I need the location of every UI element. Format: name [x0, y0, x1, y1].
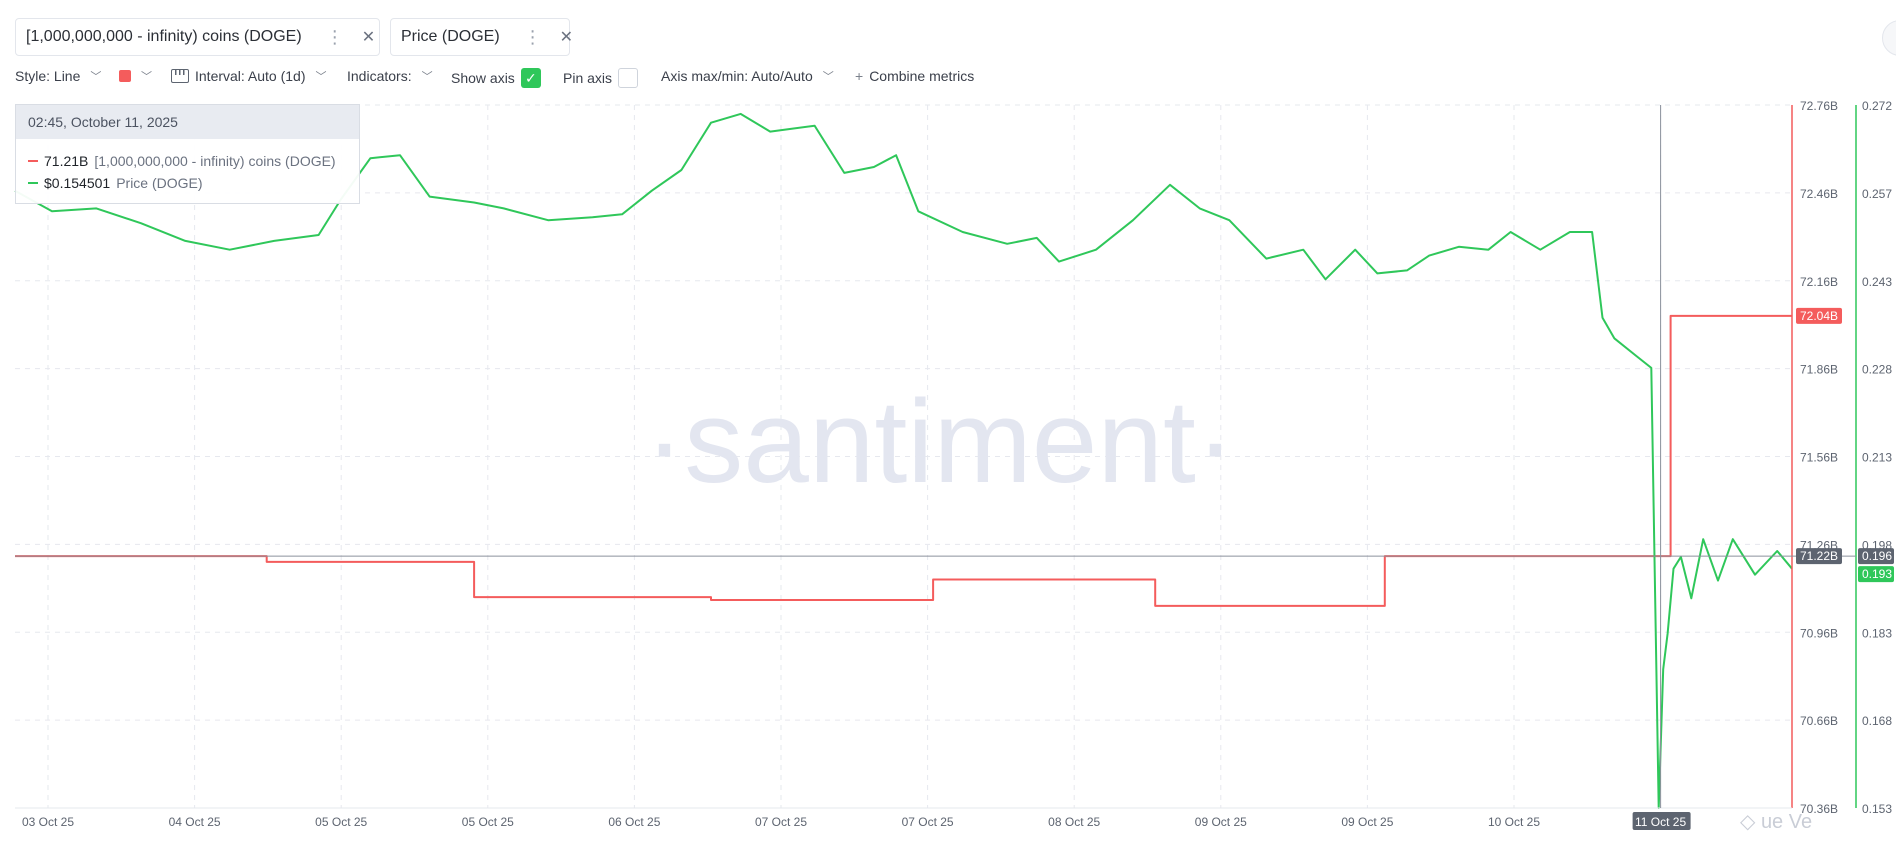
indicators-label: Indicators:: [347, 68, 412, 84]
y-left-tick-label: 70.66B: [1800, 714, 1838, 728]
x-tick-label: 08 Oct 25: [1048, 815, 1100, 829]
y-right-tick-label: 0.168: [1862, 714, 1892, 728]
y-right-tick-label: 0.243: [1862, 275, 1892, 289]
plus-icon: +: [855, 68, 864, 84]
santiment-watermark: ·santiment·: [645, 376, 1235, 508]
x-tick-label: 05 Oct 25: [462, 815, 514, 829]
y-right-tick-label: 0.183: [1862, 626, 1892, 640]
chevron-down-icon: ﹀: [822, 71, 834, 83]
chart-grid: [15, 104, 1792, 809]
x-tick-label: 06 Oct 25: [608, 815, 660, 829]
tooltip-value: 71.21B: [44, 153, 89, 169]
show-axis-toggle[interactable]: Show axis ✓: [451, 68, 541, 88]
x-tick-label: 05 Oct 25: [315, 815, 367, 829]
chevron-down-icon: ﹀: [90, 71, 102, 83]
y-right-tick-label: 0.228: [1862, 363, 1892, 377]
y-right-current-badge: 0.193: [1862, 567, 1892, 581]
y-right-tick-label: 0.257: [1862, 187, 1892, 201]
pin-axis-label: Pin axis: [563, 70, 613, 86]
y-left-current-badge: 72.04B: [1800, 309, 1838, 323]
show-axis-label: Show axis: [451, 70, 515, 86]
metric-label: Price (DOGE): [401, 28, 500, 45]
metric-label: [1,000,000,000 - infinity) coins (DOGE): [26, 28, 302, 45]
y-left-tick-label: 72.46B: [1800, 187, 1838, 201]
close-icon[interactable]: ✕: [559, 29, 574, 46]
x-tick-label: 09 Oct 25: [1341, 815, 1393, 829]
y-left-tick-label: 70.36B: [1800, 802, 1838, 816]
y-right-current-badge-bg: [1858, 566, 1894, 583]
y-right-crosshair-badge-bg: [1858, 548, 1894, 565]
chevron-down-icon: ﹀: [141, 71, 152, 83]
chevron-down-icon: ﹀: [315, 71, 327, 83]
axis-maxmin-dropdown[interactable]: Axis max/min: Auto/Auto ﹀: [661, 68, 834, 84]
corner-watermark: ◇ ue Ve: [1740, 811, 1812, 833]
x-tick-label: 04 Oct 25: [169, 815, 221, 829]
close-icon[interactable]: ✕: [361, 29, 376, 46]
tooltip-row-holders: 71.21B [1,000,000,000 - infinity) coins …: [16, 151, 359, 171]
metric-chip-price[interactable]: Price (DOGE) ⋮ ✕: [390, 18, 573, 56]
more-options-icon[interactable]: ⋮: [325, 26, 344, 47]
tooltip-value: $0.154501: [44, 175, 111, 191]
style-label: Style: Line: [15, 68, 81, 84]
series-color-dash: [28, 182, 38, 184]
x-tick-label: 03 Oct 25: [22, 815, 74, 829]
y-left-tick-label: 72.16B: [1800, 275, 1838, 289]
y-left-crosshair-badge: 71.22B: [1800, 549, 1838, 563]
metric-chip-holders[interactable]: [1,000,000,000 - infinity) coins (DOGE) …: [15, 18, 380, 56]
y-right-crosshair-badge: 0.196: [1862, 549, 1892, 563]
color-swatch: [119, 70, 131, 82]
color-dropdown[interactable]: ﹀: [119, 68, 152, 84]
y-right-tick-label: 0.153: [1862, 802, 1892, 816]
chart-axes: 72.76B 0.272 72.46B 0.257 72.16B 0.243 71.86B 0…: [15, 99, 1894, 830]
x-tick-label: 07 Oct 25: [902, 815, 954, 829]
tooltip-date: 02:45, October 11, 2025: [16, 105, 359, 139]
interval-dropdown[interactable]: Interval: Auto (1d) ﹀: [171, 68, 327, 84]
y-left-tick-label: 71.56B: [1800, 451, 1838, 465]
y-left-crosshair-badge-bg: [1796, 548, 1842, 565]
chevron-down-icon: ﹀: [421, 71, 433, 83]
y-left-tick-label: 70.96B: [1800, 626, 1838, 640]
y-left-tick-label: 72.76B: [1800, 99, 1838, 113]
pin-axis-checkbox[interactable]: [618, 68, 639, 88]
y-left-tick-label: 71.86B: [1800, 363, 1838, 377]
x-tick-label: 09 Oct 25: [1195, 815, 1247, 829]
tooltip-series-name: [1,000,000,000 - infinity) coins (DOGE): [94, 153, 336, 169]
axis-maxmin-label: Axis max/min: Auto/Auto: [661, 68, 813, 84]
indicators-dropdown[interactable]: Indicators: ﹀: [347, 68, 433, 84]
tooltip-series-name: Price (DOGE): [116, 175, 203, 191]
show-axis-checkbox[interactable]: ✓: [520, 68, 541, 88]
ruler-icon: [171, 69, 189, 83]
y-right-tick-label: 0.272: [1862, 99, 1892, 113]
interval-label: Interval: Auto (1d): [195, 68, 306, 84]
pin-axis-toggle[interactable]: Pin axis: [563, 68, 639, 88]
y-left-current-badge-bg: [1796, 307, 1842, 324]
chart-tooltip: 02:45, October 11, 2025 71.21B [1,000,00…: [15, 104, 360, 204]
checkmark-icon: ✓: [524, 69, 537, 86]
series-color-dash: [28, 160, 38, 162]
x-tick-label: 07 Oct 25: [755, 815, 807, 829]
style-dropdown[interactable]: Style: Line ﹀: [15, 68, 101, 84]
combine-metrics-button[interactable]: + Combine metrics: [855, 68, 974, 84]
x-tick-label: 11 Oct 25: [1635, 815, 1686, 829]
x-tick-label: 10 Oct 25: [1488, 815, 1540, 829]
x-highlight-badge: [1632, 812, 1691, 830]
y-right-tick-label: 0.213: [1862, 451, 1892, 465]
combine-metrics-label: Combine metrics: [869, 68, 975, 84]
more-options-icon[interactable]: ⋮: [523, 26, 542, 47]
tooltip-row-price: $0.154501 Price (DOGE): [16, 173, 359, 193]
